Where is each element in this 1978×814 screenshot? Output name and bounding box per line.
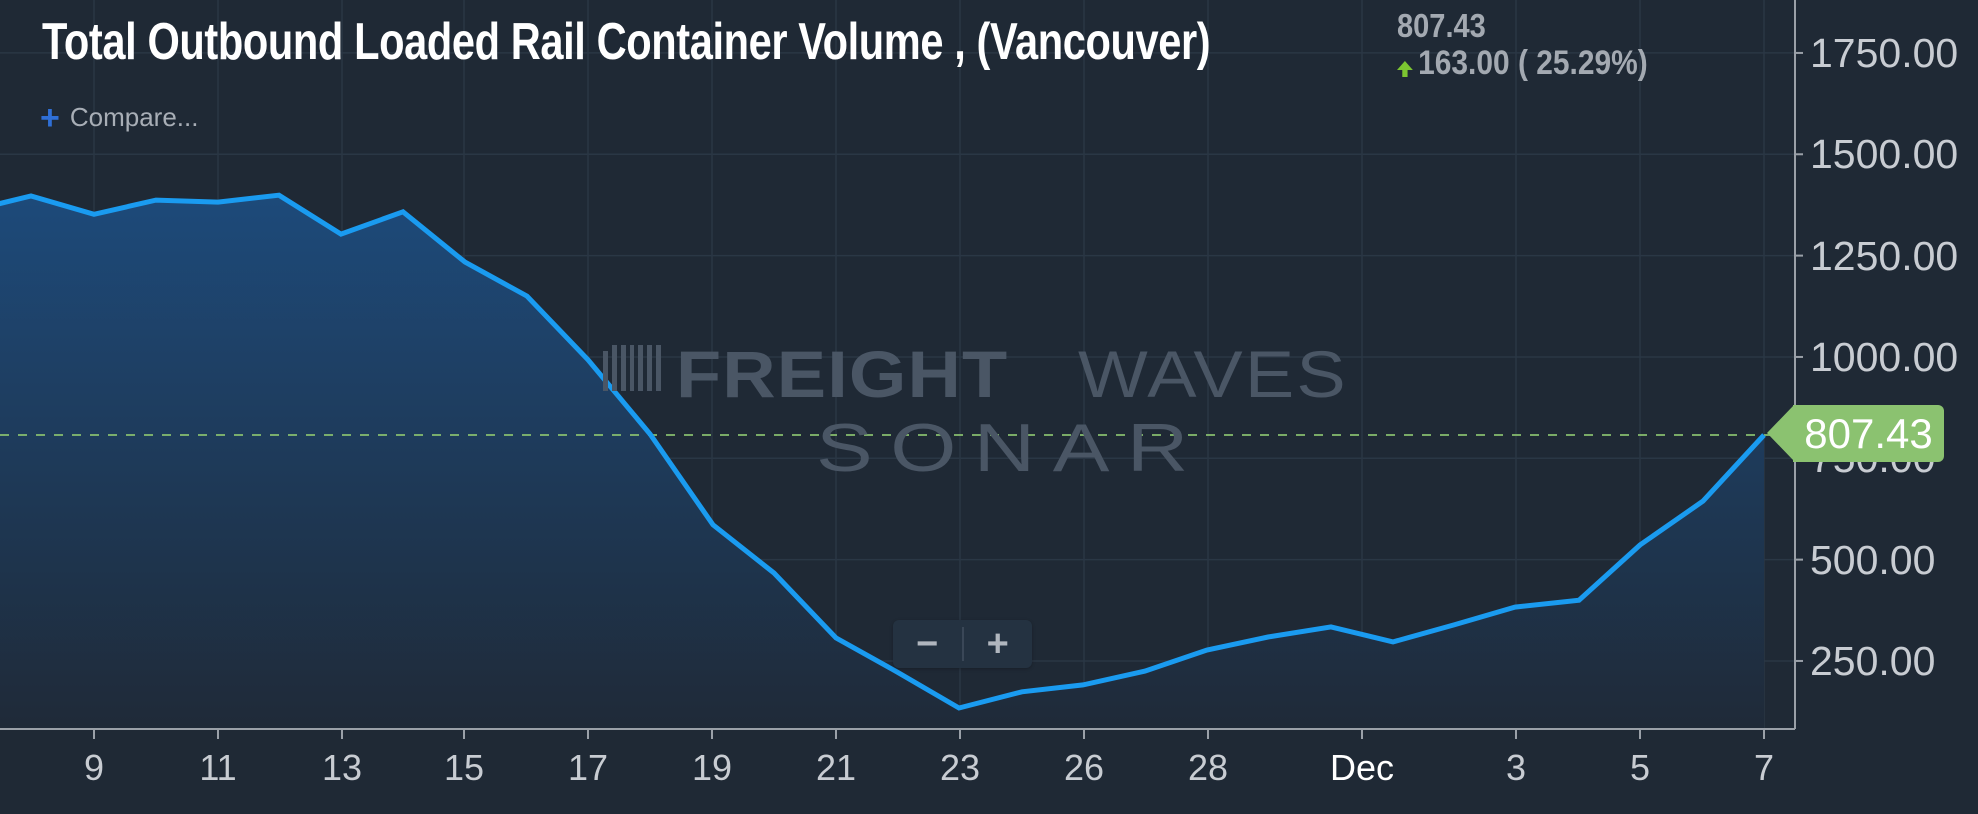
x-axis-label: Dec (1329, 747, 1395, 788)
chart-title: Total Outbound Loaded Rail Container Vol… (42, 13, 1211, 71)
series-line[interactable] (0, 192, 1766, 711)
last-value: 807.43 (1397, 7, 1486, 44)
x-axis-label: 9 (83, 747, 105, 788)
x-axis-label: 7 (1753, 747, 1775, 788)
change-row: 163.00 ( 25.29%) (1397, 44, 1648, 82)
x-axis-label: 19 (691, 747, 733, 788)
y-axis-ticks (1795, 51, 1803, 662)
zoom-separator (961, 627, 964, 661)
x-axis-label: 21 (815, 747, 857, 788)
x-axis-label: 3 (1505, 747, 1527, 788)
zoom-controls: − + (893, 620, 1032, 668)
x-axis-label: 13 (321, 747, 363, 788)
up-arrow-icon (1397, 61, 1413, 77)
y-axis-label: 1750.00 (1810, 29, 1959, 76)
x-axis-ticks (93, 729, 1765, 739)
price-tag-pointer-icon (1767, 405, 1794, 461)
y-axis-label: 1250.00 (1810, 232, 1959, 279)
x-axis-label: 5 (1629, 747, 1651, 788)
x-axis-label: 11 (199, 747, 237, 788)
change-value: 163.00 ( 25.29%) (1418, 44, 1648, 82)
compare-label: Compare... (69, 102, 199, 132)
quote-block: 807.43 163.00 ( 25.29%) (1397, 8, 1682, 82)
compare-button[interactable]: + Compare... (40, 98, 199, 137)
plus-icon: + (40, 98, 60, 137)
zoom-out-button[interactable]: − (916, 623, 939, 665)
x-axis-label: 23 (939, 747, 981, 788)
y-axis-label: 1500.00 (1810, 131, 1959, 178)
zoom-in-button[interactable]: + (986, 623, 1009, 665)
freightwaves-logo-icon (603, 345, 662, 391)
y-axis-label: 500.00 (1810, 536, 1936, 583)
x-axis-label: 26 (1063, 747, 1105, 788)
x-axis-label: 15 (443, 747, 485, 788)
area-fill (0, 195, 1764, 729)
x-axis-label: 17 (567, 747, 609, 788)
y-axis-label: 1000.00 (1810, 333, 1959, 380)
x-axis-label: 28 (1187, 747, 1229, 788)
price-tag-value: 807.43 (1793, 405, 1944, 462)
y-axis-label: 250.00 (1810, 637, 1936, 684)
